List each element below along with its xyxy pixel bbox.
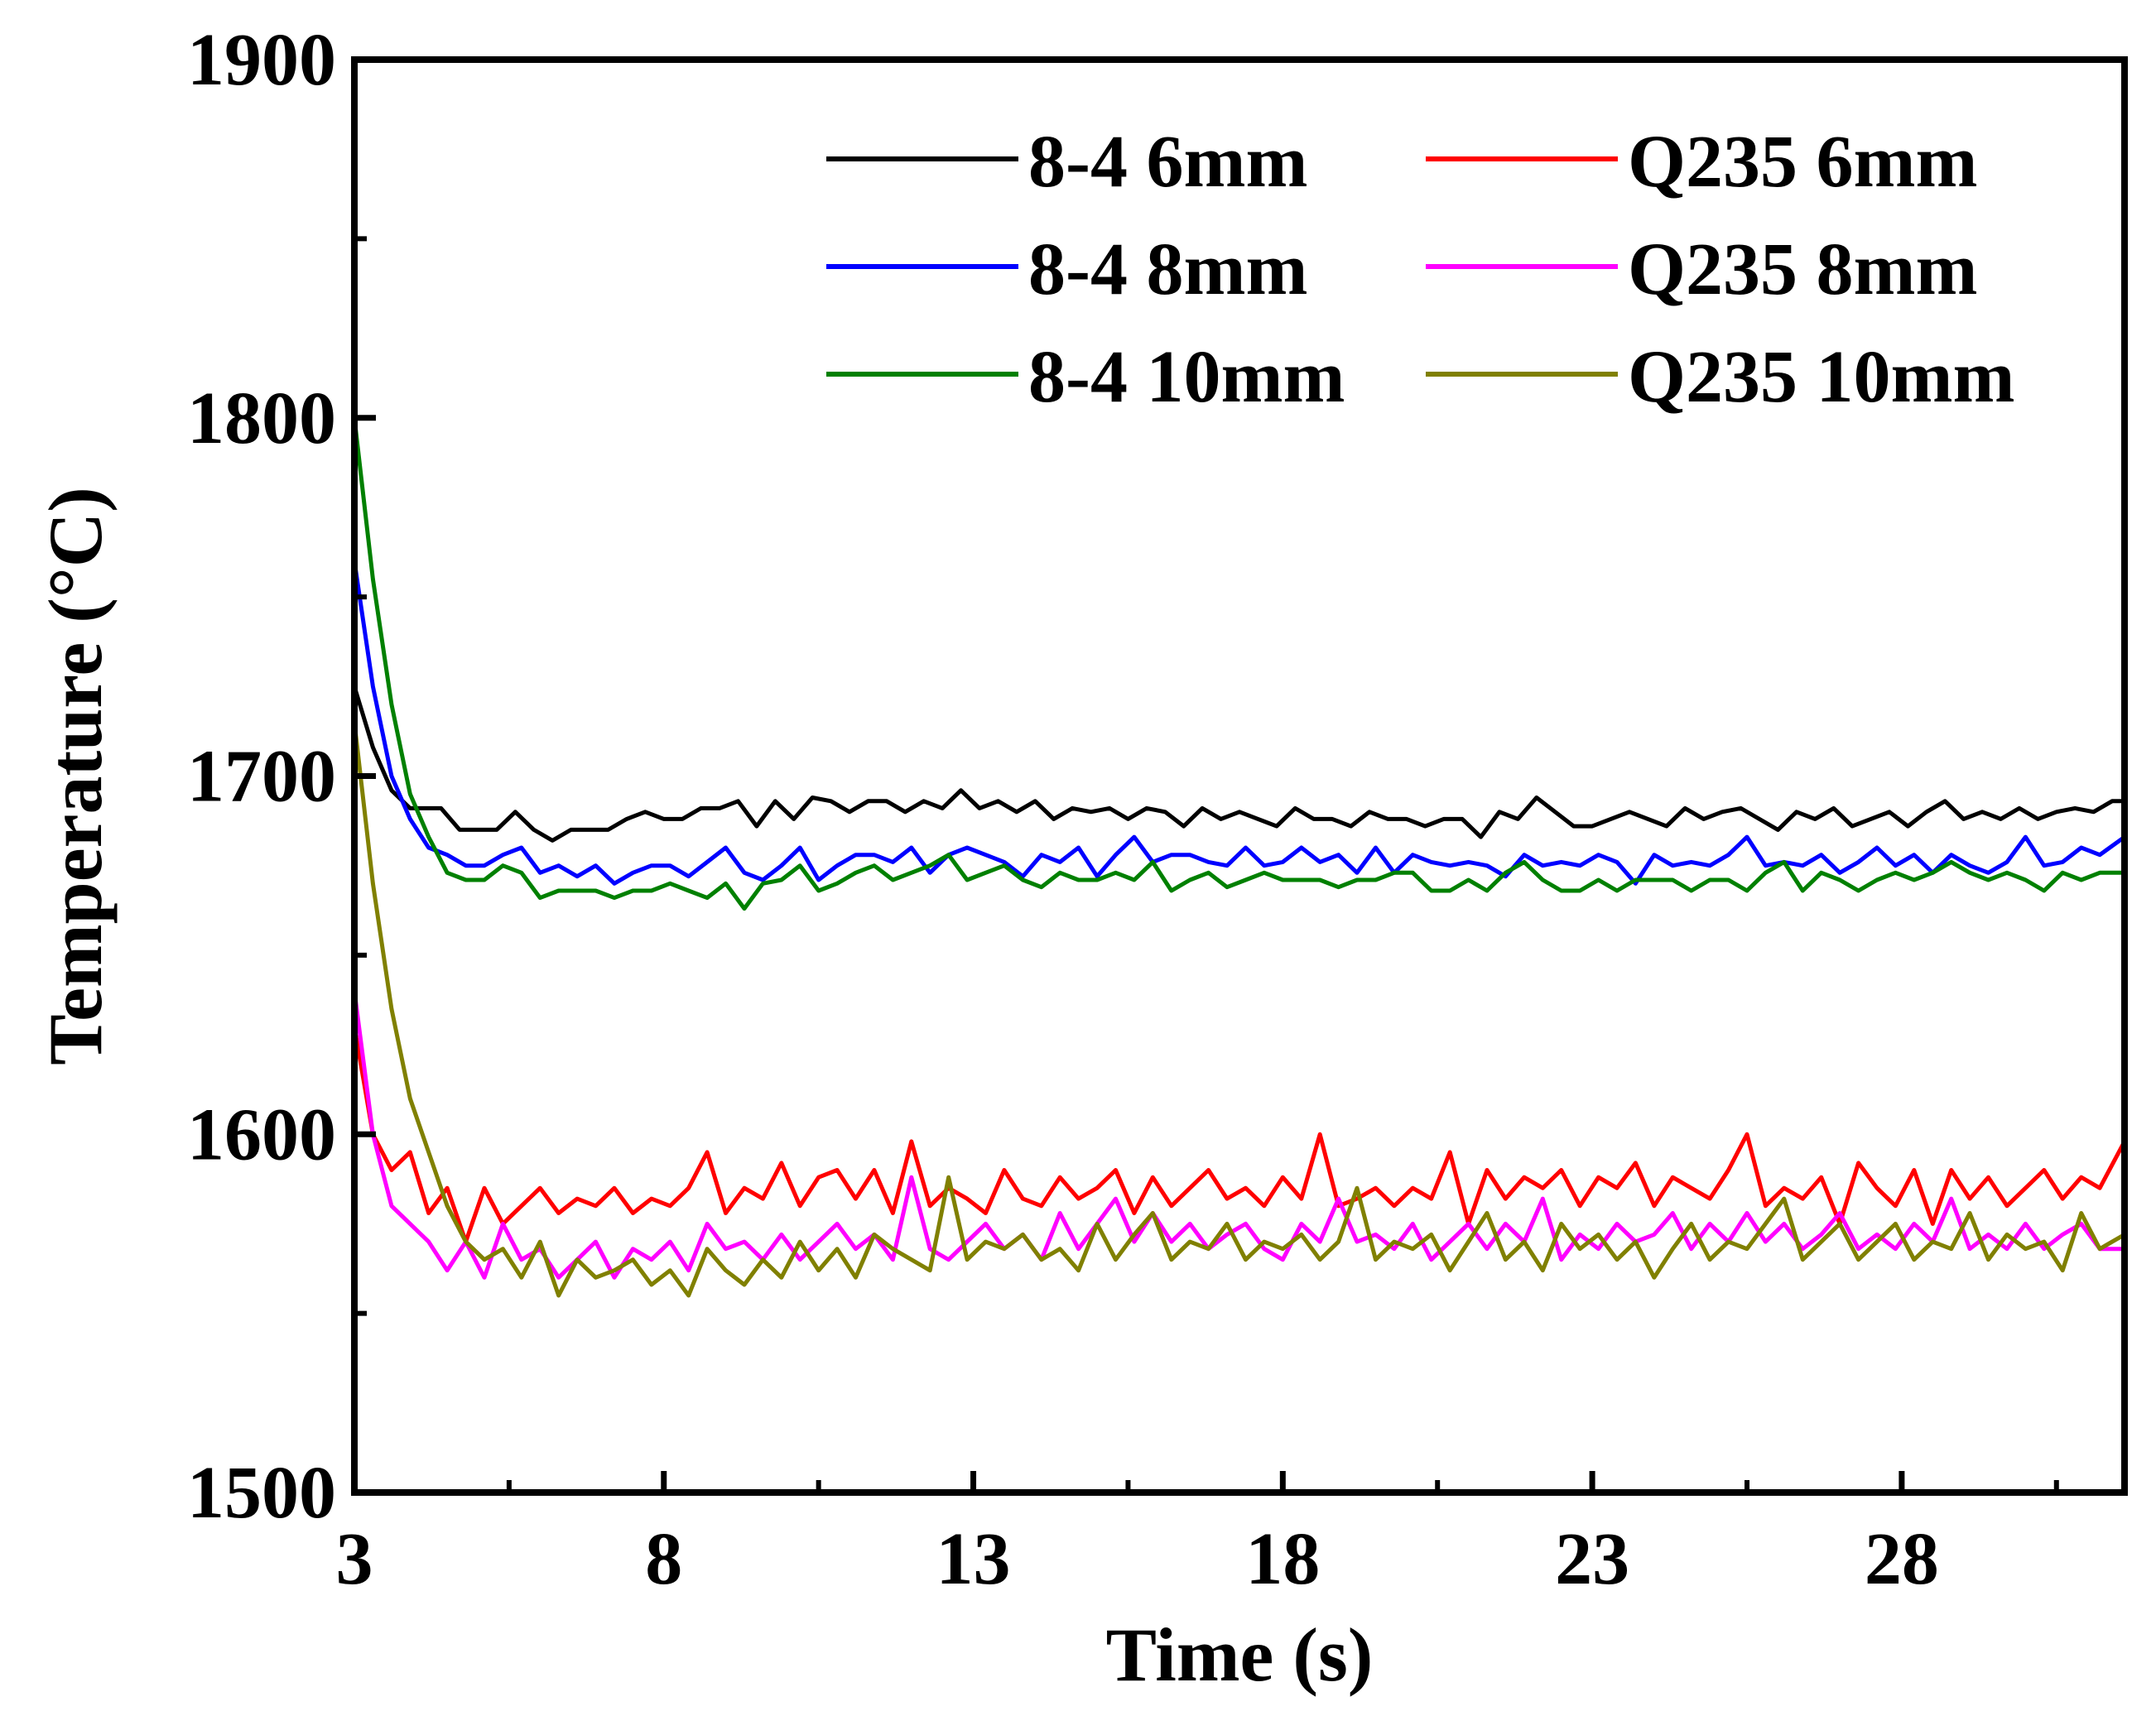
series-line-0 [352, 685, 2125, 843]
x-axis-title: Time (s) [1106, 1613, 1374, 1697]
tick-labels-layer: 1500 1600 1700 1800 1900 3 8 13 18 23 28 [187, 19, 1939, 1600]
x-tick-label: 8 [645, 1518, 682, 1600]
series-line-4 [352, 990, 2125, 1280]
series-line-2 [352, 417, 2125, 911]
x-tick-label: 3 [336, 1518, 373, 1600]
plot-frame [351, 56, 2128, 1496]
legend-label-1: 8-4 8mm [1028, 228, 1307, 310]
series-line-3 [352, 1026, 2127, 1244]
legend-label-0: 8-4 6mm [1028, 121, 1307, 203]
legend-label-3: Q235 6mm [1628, 121, 1977, 203]
legend-label-2: 8-4 10mm [1028, 336, 1345, 418]
series-line-5 [352, 722, 2126, 1298]
legend: 8-4 6mm 8-4 8mm 8-4 10mm Q235 6mm Q235 8mm Q2… [826, 121, 2014, 418]
x-tick-label: 28 [1865, 1518, 1939, 1600]
x-tick-label: 13 [936, 1518, 1011, 1600]
y-tick-label: 1600 [187, 1094, 336, 1175]
y-axis-title: Temperature (°C) [33, 487, 118, 1065]
legend-label-5: Q235 10mm [1628, 336, 2014, 418]
series-layer [352, 417, 2127, 1298]
y-tick-label: 1700 [187, 736, 336, 818]
x-tick-label: 23 [1555, 1518, 1629, 1600]
y-tick-label: 1500 [187, 1452, 336, 1534]
y-tick-label: 1800 [187, 377, 336, 459]
x-tick-label: 18 [1245, 1518, 1320, 1600]
y-tick-label: 1900 [187, 19, 336, 101]
series-line-1 [352, 560, 2126, 886]
legend-label-4: Q235 8mm [1628, 228, 1977, 310]
